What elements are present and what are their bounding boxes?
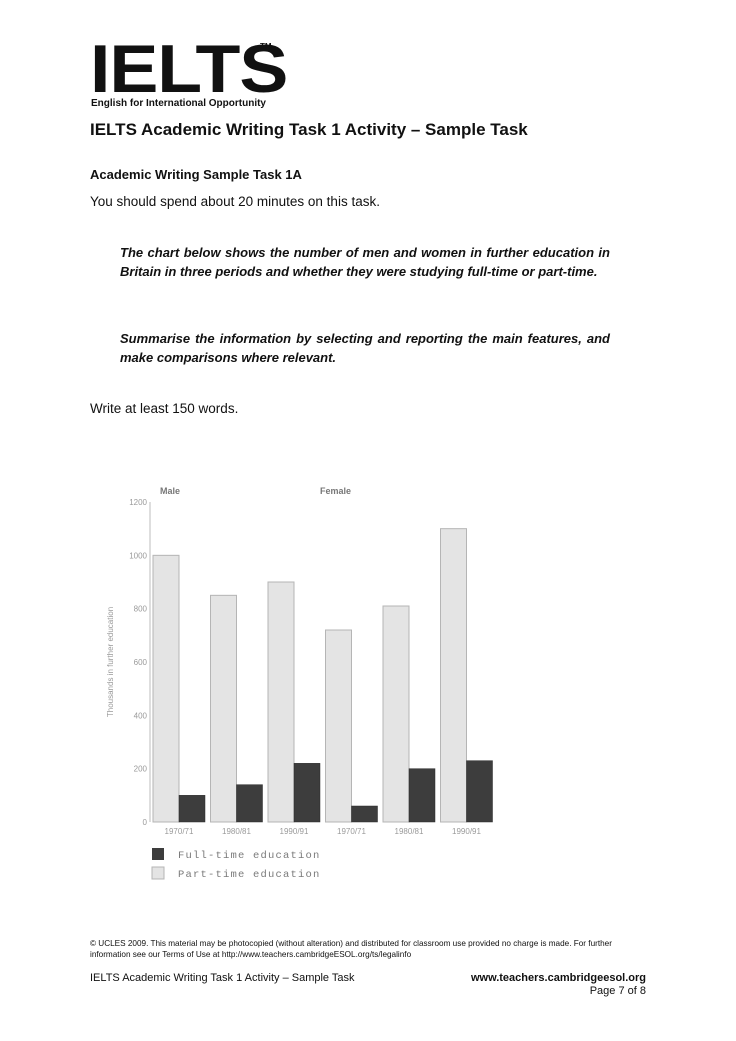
x-tick-label: 1970/71 bbox=[337, 827, 366, 836]
y-tick-label: 600 bbox=[134, 658, 148, 667]
page-number: Page 7 of 8 bbox=[589, 985, 646, 997]
logo-trademark: TM bbox=[260, 42, 272, 51]
bar-chart: 0 200 400 600 800 1000 1200 Thousands in furthe… bbox=[100, 480, 520, 890]
x-tick-label: 1980/81 bbox=[222, 827, 251, 836]
y-tick-label: 0 bbox=[143, 818, 148, 827]
y-axis-label: Thousands in further education bbox=[106, 607, 115, 717]
footer-url-link[interactable]: www.teachers.cambridgeesol.org bbox=[470, 972, 646, 984]
bar-full-time bbox=[293, 763, 321, 823]
task-prompt-instruction: Summarise the information by selecting a… bbox=[120, 331, 610, 365]
x-tick-label: 1970/71 bbox=[165, 827, 194, 836]
y-tick-label: 1200 bbox=[129, 498, 147, 507]
bar-part-time bbox=[382, 605, 410, 823]
bar-full-time bbox=[236, 784, 263, 823]
legend-label-part-time: Part-time education bbox=[178, 869, 321, 881]
chart-canvas: 0 200 400 600 800 1000 1200 Thousands in furthe… bbox=[106, 486, 493, 881]
bar-full-time bbox=[351, 805, 378, 823]
bar-part-time bbox=[267, 581, 295, 823]
bar-part-time bbox=[210, 594, 237, 823]
bar-full-time bbox=[178, 795, 206, 823]
group-label-male: Male bbox=[160, 486, 180, 496]
x-tick-label: 1990/91 bbox=[280, 827, 309, 836]
legend-swatch-part-time bbox=[151, 866, 165, 880]
y-tick-label: 800 bbox=[134, 605, 148, 614]
x-tick-label: 1990/91 bbox=[452, 827, 481, 836]
footer-right: www.teachers.cambridgeesol.org Page 7 of… bbox=[471, 972, 646, 997]
bar-full-time bbox=[408, 768, 436, 823]
word-count-instruction: Write at least 150 words. bbox=[90, 401, 239, 416]
bar-part-time bbox=[325, 629, 352, 823]
y-tick-label: 200 bbox=[134, 765, 148, 774]
task-prompt-description: The chart below shows the number of men … bbox=[120, 245, 610, 279]
legend-label-full-time: Full-time education bbox=[178, 850, 321, 862]
task-heading: Academic Writing Sample Task 1A bbox=[90, 167, 302, 182]
y-tick-label: 1000 bbox=[129, 551, 147, 560]
bar-part-time bbox=[152, 554, 180, 823]
logo-wordmark: IELTS bbox=[90, 31, 288, 107]
bar-part-time bbox=[440, 528, 467, 823]
time-instruction: You should spend about 20 minutes on thi… bbox=[90, 194, 380, 209]
x-tick-label: 1980/81 bbox=[395, 827, 424, 836]
logo-tagline: English for International Opportunity bbox=[91, 98, 266, 109]
group-label-female: Female bbox=[320, 486, 351, 496]
ielts-logo: IELTS TM English for International Oppor… bbox=[90, 35, 288, 109]
copyright-notice: © UCLES 2009. This material may be photo… bbox=[90, 939, 612, 959]
legend-swatch-full-time bbox=[152, 848, 164, 860]
bar-full-time bbox=[466, 760, 493, 823]
footer-title: IELTS Academic Writing Task 1 Activity –… bbox=[90, 972, 355, 984]
document-title: IELTS Academic Writing Task 1 Activity –… bbox=[90, 120, 528, 139]
y-tick-label: 400 bbox=[134, 711, 148, 720]
